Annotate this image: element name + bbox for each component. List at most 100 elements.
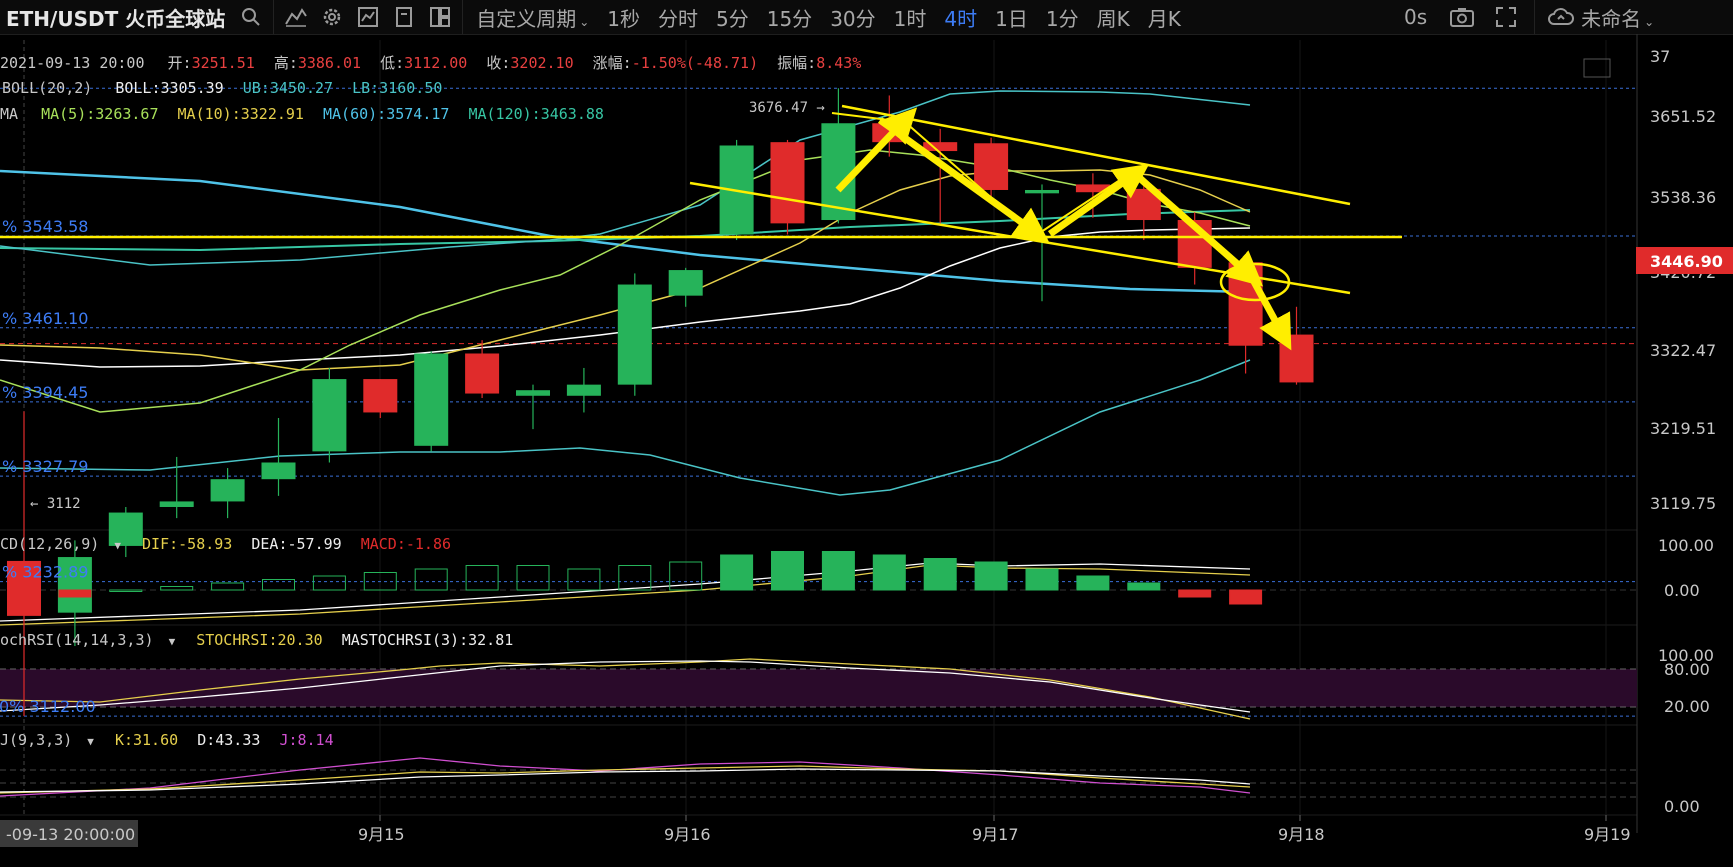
chart-canvas[interactable]: 3651.523538.363420.723322.473219.513119.… bbox=[0, 34, 1733, 867]
divider bbox=[462, 0, 464, 34]
kdj-axis-label: 0.00 bbox=[1664, 797, 1700, 816]
high-value: 3386.01 bbox=[297, 54, 362, 72]
macd-bar bbox=[58, 589, 92, 598]
ma10-line bbox=[0, 169, 1251, 371]
kdj-k-line bbox=[0, 765, 1251, 794]
period-5-button[interactable]: 1时 bbox=[893, 6, 927, 31]
macd-dif: DIF:-58.93 bbox=[142, 535, 233, 553]
macd-bar bbox=[923, 558, 957, 591]
axes: 3651.523538.363420.723322.473219.513119.… bbox=[0, 47, 1733, 847]
macd-bar bbox=[312, 575, 346, 591]
fib-level-label: 0% 3112.00 bbox=[0, 697, 96, 716]
macd-bar bbox=[465, 565, 499, 591]
period-9-button[interactable]: 周K bbox=[1096, 6, 1130, 31]
macd-axis-label: 0.00 bbox=[1664, 581, 1700, 600]
replay-timer[interactable]: 0s bbox=[1404, 5, 1428, 29]
boll-mid-line bbox=[0, 227, 1251, 368]
period-10-button[interactable]: 月K bbox=[1147, 6, 1181, 31]
open-label: 开: bbox=[167, 54, 192, 72]
chevron-down-icon: ⌄ bbox=[1644, 14, 1655, 29]
time-axis-label: 9月19 bbox=[1584, 825, 1631, 844]
period-0-button[interactable]: 1秒 bbox=[607, 6, 640, 31]
candle-body bbox=[1025, 189, 1059, 194]
open-value: 3251.51 bbox=[191, 54, 255, 72]
symbol-selector[interactable]: ETH/USDT 火币全球站 bbox=[6, 6, 226, 31]
macd-bar bbox=[211, 582, 245, 591]
candle-body bbox=[617, 284, 652, 385]
indicator-chart-icon[interactable] bbox=[278, 0, 314, 34]
search-icon[interactable] bbox=[233, 0, 269, 34]
price-axis-label: 3538.36 bbox=[1650, 188, 1716, 207]
macd-dea-line bbox=[0, 564, 1251, 626]
layout-icon[interactable] bbox=[422, 0, 458, 34]
annotations bbox=[0, 104, 1402, 351]
cloud-icon[interactable] bbox=[1543, 0, 1579, 34]
period-1-button[interactable]: 分时 bbox=[658, 6, 698, 31]
kdj-d-line bbox=[0, 768, 1251, 793]
candle-body bbox=[1075, 184, 1110, 193]
template-icon[interactable] bbox=[386, 0, 422, 34]
candle-body bbox=[770, 142, 805, 224]
period-7-button[interactable]: 1日 bbox=[995, 6, 1028, 31]
candle-body bbox=[210, 479, 245, 502]
chart-type-icon[interactable] bbox=[350, 0, 386, 34]
candle-body bbox=[414, 353, 449, 446]
macd-bar bbox=[771, 551, 804, 591]
toolbar: ETH/USDT 火币全球站 自定义周期 ⌄ 1秒 分时 5分 15分 30分 1时 4时 1日… bbox=[0, 0, 1733, 35]
candle-body bbox=[1279, 334, 1314, 383]
chart-labels: % 3543.58 % 3461.10 % 3394.45 % 3327.79 % 32… bbox=[0, 58, 1611, 716]
ma60-line bbox=[0, 169, 1251, 294]
time-axis-label: 9月17 bbox=[972, 825, 1019, 844]
layout-name[interactable]: 未命名 ⌄ bbox=[1579, 3, 1663, 32]
candle-body bbox=[312, 379, 347, 452]
chevron-down-icon: ⌄ bbox=[579, 14, 590, 29]
custom-period-dropdown[interactable]: 自定义周期 ⌄ bbox=[467, 3, 598, 32]
fullscreen-icon[interactable] bbox=[1488, 0, 1524, 34]
low-value: 3112.00 bbox=[404, 54, 468, 72]
period-8-button[interactable]: 1分 bbox=[1045, 6, 1079, 31]
stochrsi-name: ochRSI(14,14,3,3) bbox=[0, 631, 154, 649]
chevron-down-icon[interactable]: ▼ bbox=[114, 539, 121, 552]
candles bbox=[7, 88, 1314, 717]
period-4-button[interactable]: 30分 bbox=[830, 6, 876, 31]
divider bbox=[273, 0, 275, 34]
close-label: 收: bbox=[486, 54, 511, 72]
macd-bar bbox=[1025, 568, 1059, 591]
time-axis-label: 9月16 bbox=[664, 825, 711, 844]
divider bbox=[1534, 0, 1536, 34]
kdj-k: K:31.60 bbox=[114, 731, 179, 749]
ohlc-info: 2021-09-13 20:00 开:3251.51 高:3386.01 低:3… bbox=[0, 52, 861, 73]
ma-info: MA MA(5):3263.67 MA(10):3322.91 MA(60):3… bbox=[0, 105, 604, 123]
ma-name: MA bbox=[0, 105, 19, 123]
rsi-axis-label: 80.00 bbox=[1664, 660, 1710, 679]
period-3-button[interactable]: 15分 bbox=[766, 6, 813, 31]
period-6-button[interactable]: 4时 bbox=[944, 6, 978, 31]
macd-histogram bbox=[7, 551, 1263, 605]
price-axis-label: 3322.47 bbox=[1650, 341, 1716, 360]
current-price-label: 3446.90 bbox=[1650, 252, 1723, 271]
fib-level-label: % 3394.45 bbox=[2, 383, 88, 402]
macd-bar bbox=[516, 565, 550, 591]
boll-name: BOLL(20,2) bbox=[2, 79, 93, 97]
trend-arrow bbox=[1047, 163, 1150, 237]
candle-body bbox=[7, 560, 41, 616]
candle-body bbox=[516, 390, 550, 396]
candle-body bbox=[108, 512, 143, 546]
chevron-down-icon[interactable]: ▼ bbox=[168, 635, 176, 648]
expand-icon bbox=[1583, 58, 1611, 78]
macd-bar bbox=[720, 554, 754, 591]
chevron-down-icon[interactable]: ▼ bbox=[87, 735, 94, 748]
time-cursor-badge bbox=[0, 820, 138, 847]
gear-icon[interactable] bbox=[314, 0, 350, 34]
channel-upper-line bbox=[841, 104, 1351, 206]
candle-body bbox=[668, 270, 703, 296]
current-price-badge bbox=[1636, 247, 1733, 274]
macd-axis-label: 100.00 bbox=[1658, 536, 1714, 555]
period-2-button[interactable]: 5分 bbox=[716, 6, 749, 31]
kdj-info: J(9,3,3) ▼ K:31.60 D:43.33 J:8.14 bbox=[0, 731, 334, 749]
time-cursor-label: -09-13 20:00:00 bbox=[6, 825, 135, 844]
rsi-band bbox=[0, 589, 1637, 798]
ma60-value: MA(60):3574.17 bbox=[323, 105, 450, 123]
amplitude-label: 振幅: bbox=[777, 54, 817, 72]
camera-icon[interactable] bbox=[1444, 0, 1480, 34]
